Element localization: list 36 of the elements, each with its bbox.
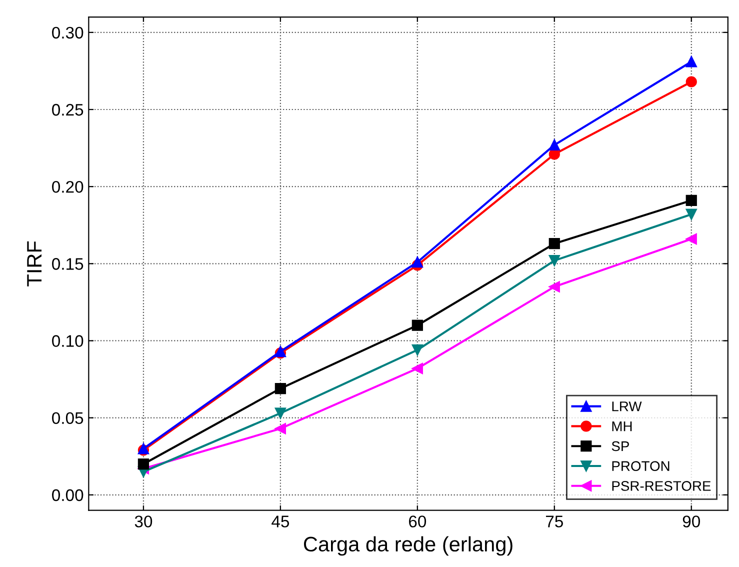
y-tick-label: 0.25: [52, 104, 84, 116]
x-tick-label: 45: [272, 516, 290, 528]
legend-label: LRW: [612, 402, 642, 412]
x-axis-title: Carga da rede (erlang): [304, 536, 512, 556]
point: [686, 194, 697, 206]
point: [686, 208, 697, 220]
y-tick-label: 0.10: [52, 335, 84, 347]
point: [686, 56, 697, 68]
point: [686, 76, 697, 88]
y-tick-label: 0.05: [52, 412, 84, 424]
point: [412, 320, 423, 331]
point: [274, 408, 286, 419]
point: [274, 423, 286, 434]
point: [548, 139, 560, 151]
y-tick-label: 0.20: [52, 180, 84, 193]
point: [548, 281, 560, 292]
legend-label: PROTON: [612, 461, 670, 471]
point: [274, 382, 286, 394]
x-tick-label: 90: [682, 516, 700, 528]
point: [138, 458, 150, 470]
legend-label: PSR-RESTORE: [612, 481, 711, 491]
x-tick-label: 30: [134, 516, 152, 528]
legend-label: SP: [612, 441, 629, 452]
y-axis-title: TIRF: [27, 241, 42, 286]
point: [412, 256, 423, 268]
point: [412, 344, 423, 356]
point: [686, 233, 697, 245]
y-tick-label: 0.30: [52, 26, 84, 39]
legend-label: MH: [612, 422, 632, 432]
x-tick-label: 60: [409, 516, 426, 528]
y-tick-label: 0.15: [52, 258, 84, 270]
y-tick-label: 0.00: [52, 489, 84, 502]
point: [548, 238, 560, 250]
x-tick-label: 75: [546, 516, 563, 528]
point: [548, 255, 560, 266]
point: [412, 362, 423, 374]
